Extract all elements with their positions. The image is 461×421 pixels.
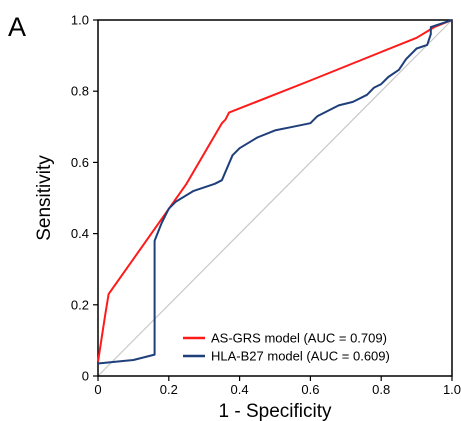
y-tick-label: 0.6 [71,155,89,170]
x-tick-label: 0 [94,382,101,397]
y-tick-label: 0.2 [71,297,89,312]
x-tick-label: 0.4 [231,382,249,397]
series-line-2 [97,19,453,365]
panel-label: A [8,12,26,42]
x-axis-title: 1 - Specificity [219,401,332,421]
x-tick-label: 0.8 [372,382,390,397]
y-tick-label: 0.4 [71,226,89,241]
plot-area: 0 0.2 0.4 0.6 0.8 1.0 0 0.2 0.4 0.6 0.8 1.0 [71,13,461,398]
x-tick-label: 0.2 [160,382,178,397]
y-tick-label: 1.0 [71,13,89,28]
y-axis-title: Sensitivity [34,155,55,241]
x-tick-label: 0.6 [301,382,319,397]
series-line-1 [97,19,453,362]
y-tick-label: 0.8 [71,84,89,99]
x-tick-label: 1.0 [443,382,461,397]
legend-label-1: AS-GRS model (AUC = 0.709) [211,331,387,346]
legend: AS-GRS model (AUC = 0.709) HLA-B27 model … [183,331,390,364]
diagonal-reference-line [97,19,453,377]
plot-frame [97,19,453,377]
y-tick-label: 0 [82,369,89,384]
legend-label-2: HLA-B27 model (AUC = 0.609) [211,349,390,364]
